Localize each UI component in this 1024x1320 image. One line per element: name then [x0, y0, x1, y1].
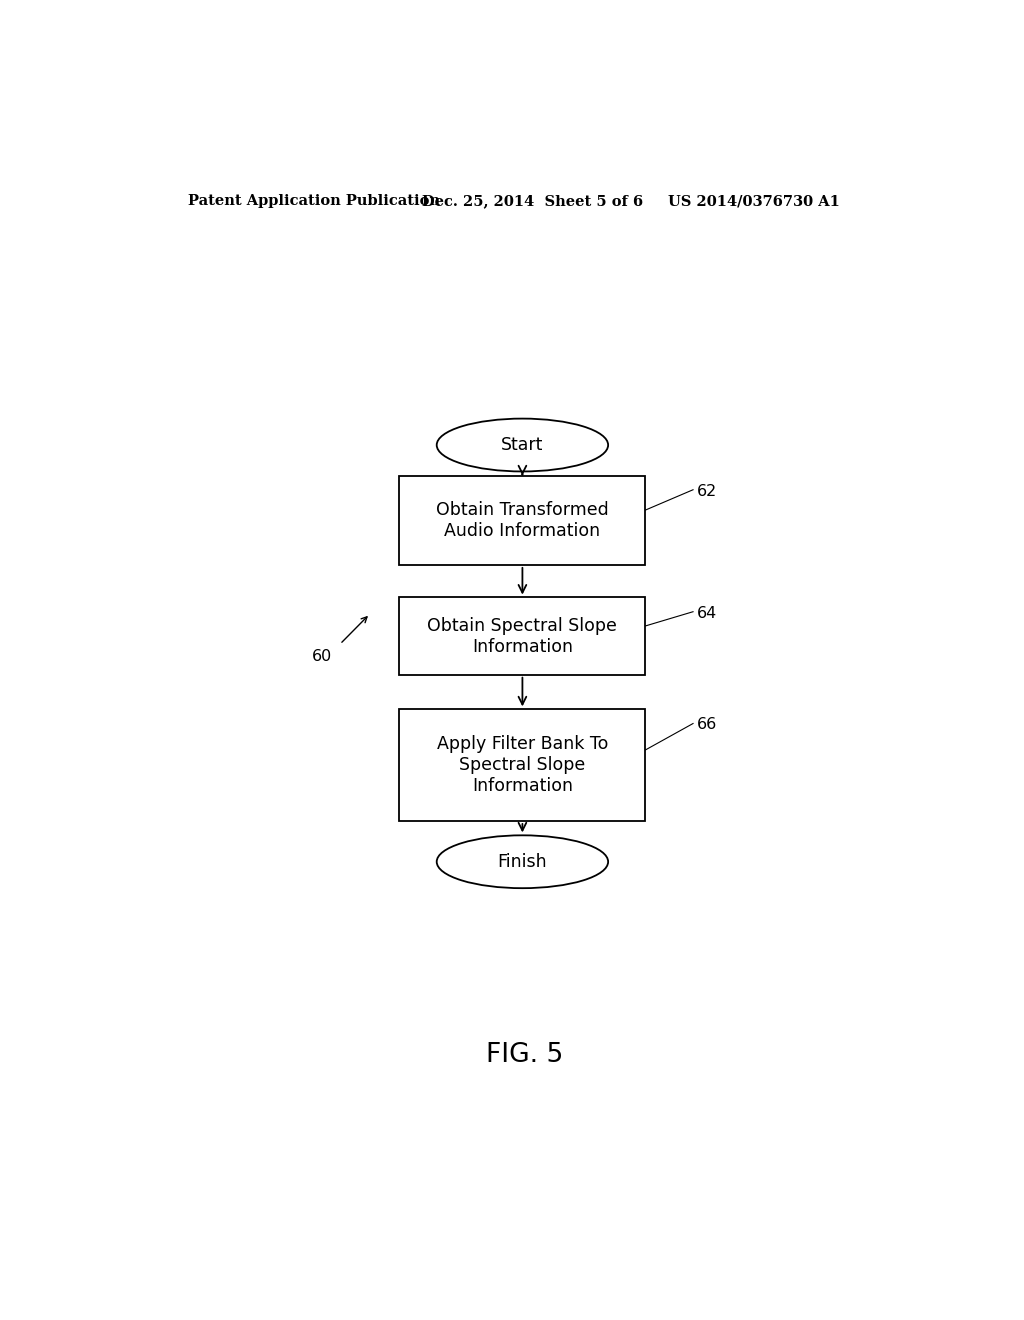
Text: 62: 62 [697, 483, 717, 499]
Text: 66: 66 [697, 718, 717, 733]
Text: Obtain Spectral Slope
Information: Obtain Spectral Slope Information [427, 616, 617, 656]
Text: Start: Start [501, 436, 544, 454]
Bar [399, 598, 645, 675]
Bar [399, 475, 645, 565]
Text: Apply Filter Bank To
Spectral Slope
Information: Apply Filter Bank To Spectral Slope Info… [436, 735, 608, 795]
Ellipse shape [436, 836, 608, 888]
Text: US 2014/0376730 A1: US 2014/0376730 A1 [668, 194, 840, 209]
Text: Dec. 25, 2014  Sheet 5 of 6: Dec. 25, 2014 Sheet 5 of 6 [422, 194, 643, 209]
Text: Finish: Finish [498, 853, 547, 871]
Text: 60: 60 [312, 649, 333, 664]
Bar [399, 709, 645, 821]
Ellipse shape [436, 418, 608, 471]
Text: 64: 64 [697, 606, 717, 620]
Text: FIG. 5: FIG. 5 [486, 1041, 563, 1068]
Text: Patent Application Publication: Patent Application Publication [187, 194, 439, 209]
Text: Obtain Transformed
Audio Information: Obtain Transformed Audio Information [436, 500, 609, 540]
